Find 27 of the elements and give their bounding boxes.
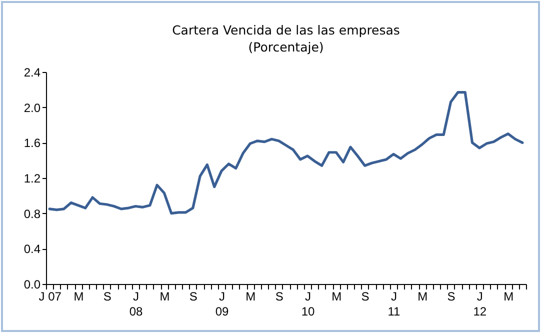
x-tick-label: J 12 — [473, 290, 487, 318]
x-tick-label: J 09 — [215, 290, 230, 318]
chart-title: Cartera Vencida de las las empresas — [172, 22, 400, 38]
line-series — [48, 91, 524, 215]
x-tick-label: M — [160, 290, 170, 304]
y-tick-label: 2.0 — [24, 100, 41, 115]
x-tick-label: M — [504, 290, 514, 304]
x-tick-label: M — [418, 290, 428, 304]
y-tick-label: 2.4 — [24, 66, 41, 80]
x-tick-label: M — [246, 290, 256, 304]
y-tick-label: 1.2 — [24, 172, 41, 186]
x-tick-label: M — [332, 290, 342, 304]
x-tick-label: M — [74, 290, 84, 304]
x-tick-label: J 08 — [129, 290, 144, 318]
y-tick-label: 0.4 — [24, 242, 41, 256]
x-tick-label: S — [189, 290, 198, 304]
x-tick-label: J 10 — [301, 290, 315, 318]
y-tick-label: 0.0 — [24, 278, 41, 292]
x-tick-label: S — [447, 290, 456, 304]
y-tick-label: 1.6 — [24, 136, 41, 150]
chart-subtitle: (Porcentaje) — [248, 40, 324, 54]
x-tick-label: S — [275, 290, 284, 304]
x-tick-label: S — [103, 290, 112, 304]
x-tick-label: J 11 — [388, 290, 401, 318]
x-tick-label: S — [361, 290, 370, 304]
x-tick-label: J 07 — [38, 290, 62, 304]
y-tick-label: 0.8 — [24, 206, 41, 221]
